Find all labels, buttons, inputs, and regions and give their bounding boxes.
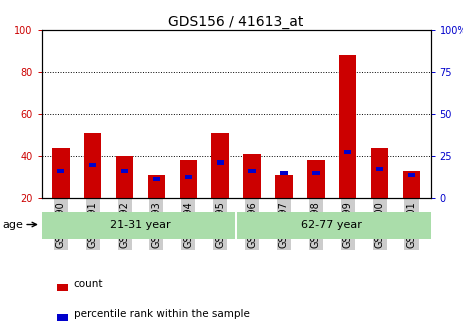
Bar bbox=[212, 133, 229, 198]
Bar bbox=[84, 133, 101, 198]
Bar bbox=[153, 177, 160, 181]
Title: GDS156 / 41613_at: GDS156 / 41613_at bbox=[169, 15, 304, 29]
Bar bbox=[89, 163, 96, 167]
Bar bbox=[238, 212, 431, 239]
Bar bbox=[217, 161, 224, 165]
Bar bbox=[185, 175, 192, 179]
Text: age: age bbox=[2, 219, 23, 229]
Bar bbox=[312, 171, 319, 175]
Bar bbox=[275, 175, 293, 198]
Bar bbox=[148, 175, 165, 198]
Bar bbox=[376, 167, 383, 171]
Bar bbox=[57, 314, 68, 321]
Bar bbox=[280, 171, 288, 175]
Bar bbox=[248, 169, 256, 173]
Bar bbox=[116, 156, 133, 198]
Bar bbox=[180, 161, 197, 198]
Bar bbox=[408, 173, 415, 177]
Bar bbox=[339, 55, 357, 198]
Bar bbox=[403, 171, 420, 198]
Bar bbox=[307, 161, 325, 198]
Bar bbox=[52, 148, 69, 198]
Text: count: count bbox=[74, 279, 103, 289]
Bar bbox=[243, 154, 261, 198]
Text: 21-31 year: 21-31 year bbox=[110, 219, 171, 229]
Text: 62-77 year: 62-77 year bbox=[301, 219, 362, 229]
Bar bbox=[57, 169, 64, 173]
Bar bbox=[57, 284, 68, 291]
Bar bbox=[121, 169, 128, 173]
Bar bbox=[344, 150, 351, 154]
Bar bbox=[371, 148, 388, 198]
Bar bbox=[42, 212, 235, 239]
Text: percentile rank within the sample: percentile rank within the sample bbox=[74, 309, 250, 319]
